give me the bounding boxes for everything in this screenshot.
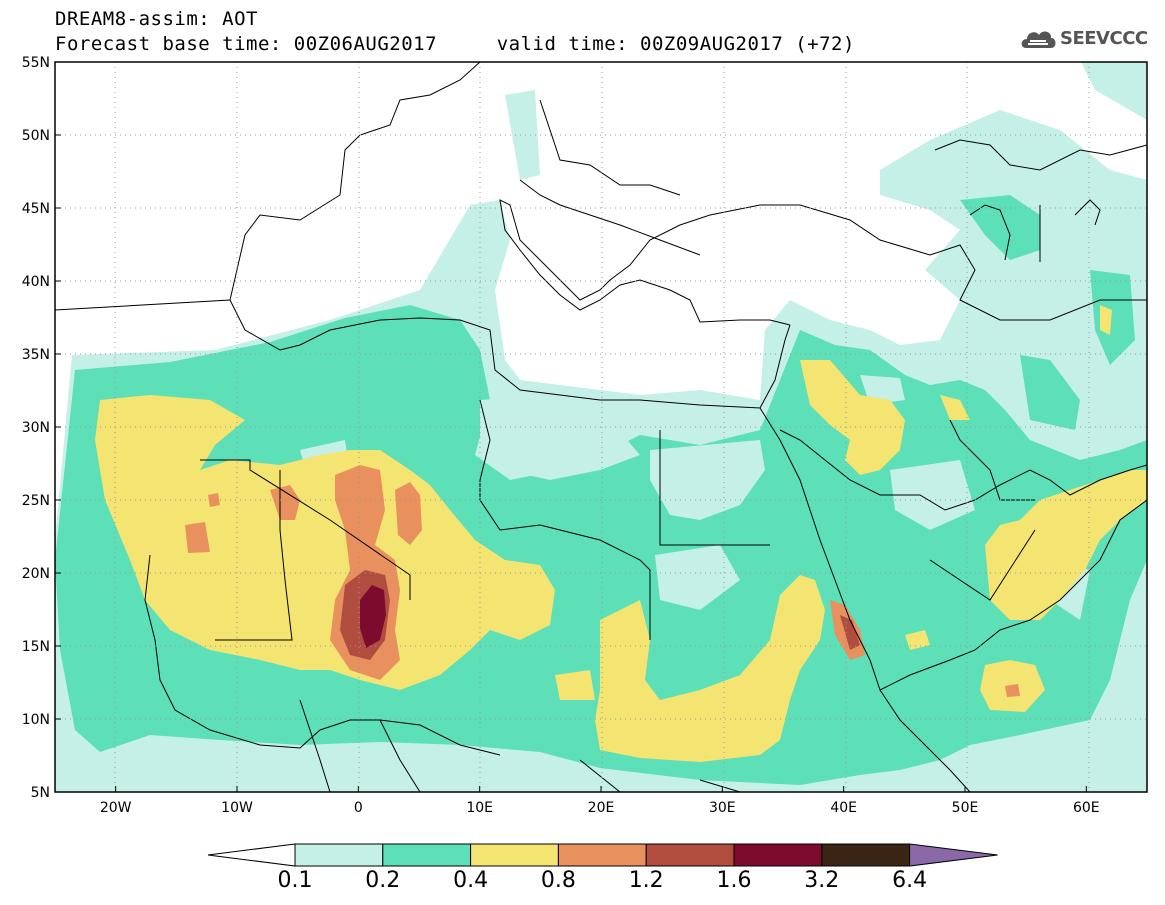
colorbar-swatch (470, 843, 559, 867)
coastlines-borders (55, 62, 1147, 792)
colorbar-label: 3.2 (804, 868, 840, 893)
y-tick-label: 55N (22, 55, 50, 71)
colorbar-upper-extend (909, 843, 998, 867)
x-tick-label: 20W (100, 800, 132, 816)
y-tick-label: 5N (31, 785, 50, 801)
graticule (55, 62, 1147, 792)
colorbar-swatch (821, 843, 911, 867)
colorbar-label: 1.2 (628, 868, 664, 893)
title-line-1: DREAM8-assim: AOT (55, 8, 258, 30)
aot-level-1.6 (360, 585, 386, 648)
y-tick-label: 50N (22, 128, 50, 144)
colorbar-lower-extend (207, 843, 296, 867)
x-tick-label: 50E (952, 800, 979, 816)
colorbar-swatch (557, 843, 647, 867)
cloud-icon (1021, 31, 1056, 48)
colorbar-label: 6.4 (892, 868, 928, 893)
colorbar-label: 0.4 (453, 868, 489, 893)
y-tick-label: 25N (22, 493, 50, 509)
logo-text: SEEVCCC (1060, 28, 1148, 49)
x-tick-label: 60E (1073, 800, 1100, 816)
colorbar-label: 0.1 (277, 868, 313, 893)
y-tick-label: 40N (22, 274, 50, 290)
colorbar-swatch (733, 843, 823, 867)
y-tick-label: 20N (22, 566, 50, 582)
y-tick-label: 10N (22, 712, 50, 728)
colorbar-swatch (382, 843, 472, 867)
x-tick-label: 10W (221, 800, 253, 816)
x-axis-ticks: 20W 10W 0 10E 20E 30E 40E 50E 60E (100, 786, 1100, 816)
colorbar-swatch (294, 843, 384, 867)
y-tick-label: 15N (22, 639, 50, 655)
colorbar (207, 843, 998, 867)
seevccc-logo: SEEVCCC (1018, 24, 1153, 54)
y-tick-label: 35N (22, 347, 50, 363)
colorbar-label: 0.2 (365, 868, 401, 893)
x-tick-label: 10E (466, 800, 493, 816)
title-line-2: Forecast base time: 00Z06AUG2017 valid t… (55, 33, 855, 55)
y-tick-label: 45N (22, 201, 50, 217)
x-tick-label: 30E (709, 800, 736, 816)
aot-field (55, 62, 1147, 792)
colorbar-swatch (645, 843, 735, 867)
x-tick-label: 0 (354, 800, 363, 816)
x-tick-label: 20E (588, 800, 615, 816)
colorbar-label: 1.6 (716, 868, 752, 893)
colorbar-label: 0.8 (540, 868, 576, 893)
y-axis-ticks: 55N 50N 45N 40N 35N 30N 25N 20N 15N 10N 5N (22, 55, 61, 801)
x-tick-label: 40E (830, 800, 857, 816)
y-tick-label: 30N (22, 420, 50, 436)
